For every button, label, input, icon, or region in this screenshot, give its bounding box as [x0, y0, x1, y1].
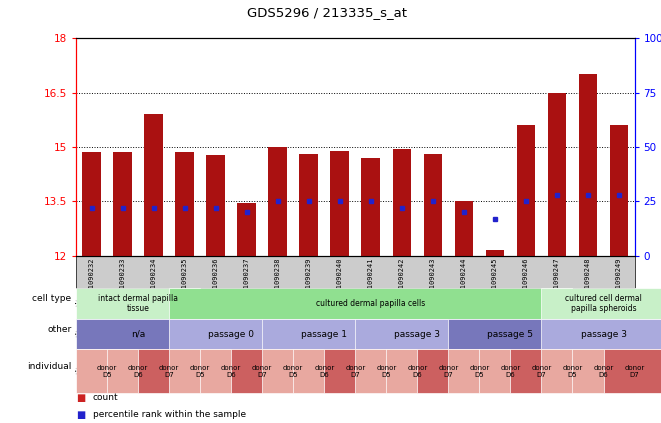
Text: donor
D6: donor D6	[128, 365, 148, 378]
Bar	[299, 154, 318, 256]
Bar	[82, 152, 101, 256]
Text: cultured dermal papilla cells: cultured dermal papilla cells	[316, 299, 426, 308]
Text: intact dermal papilla
tissue: intact dermal papilla tissue	[98, 294, 178, 313]
Bar	[517, 125, 535, 256]
Bar	[144, 114, 163, 256]
Text: donor
D5: donor D5	[190, 365, 210, 378]
Text: cell type: cell type	[32, 294, 71, 303]
Text: donor
D5: donor D5	[469, 365, 490, 378]
Text: donor
D7: donor D7	[438, 365, 459, 378]
Text: passage 5: passage 5	[487, 330, 533, 339]
Text: ■: ■	[76, 393, 85, 403]
Text: count: count	[93, 393, 118, 402]
Text: donor
D7: donor D7	[625, 365, 644, 378]
Bar	[206, 155, 225, 256]
Bar	[113, 152, 132, 256]
Text: n/a: n/a	[131, 330, 145, 339]
Text: individual: individual	[27, 362, 71, 371]
Text: donor
D6: donor D6	[221, 365, 241, 378]
Bar	[579, 74, 598, 256]
Bar	[268, 147, 287, 256]
Bar	[609, 125, 629, 256]
Text: donor
D5: donor D5	[563, 365, 582, 378]
Text: passage 0: passage 0	[208, 330, 254, 339]
Text: donor
D7: donor D7	[252, 365, 272, 378]
Bar	[362, 157, 380, 256]
Text: percentile rank within the sample: percentile rank within the sample	[93, 410, 246, 419]
Bar	[393, 149, 411, 256]
Text: donor
D6: donor D6	[500, 365, 521, 378]
Text: cultured cell dermal
papilla spheroids: cultured cell dermal papilla spheroids	[565, 294, 642, 313]
Bar	[237, 203, 256, 256]
Bar	[548, 93, 566, 256]
Text: passage 3: passage 3	[395, 330, 440, 339]
Text: donor
D5: donor D5	[97, 365, 117, 378]
Text: donor
D6: donor D6	[407, 365, 428, 378]
Text: donor
D6: donor D6	[594, 365, 613, 378]
Text: donor
D7: donor D7	[159, 365, 179, 378]
Text: donor
D6: donor D6	[314, 365, 334, 378]
Bar	[486, 250, 504, 256]
Text: other: other	[47, 324, 71, 334]
Text: GDS5296 / 213335_s_at: GDS5296 / 213335_s_at	[247, 6, 407, 19]
Bar	[424, 154, 442, 256]
Text: donor
D5: donor D5	[376, 365, 397, 378]
Bar	[175, 152, 194, 256]
Text: donor
D5: donor D5	[283, 365, 303, 378]
Text: passage 3: passage 3	[580, 330, 627, 339]
Text: ■: ■	[76, 409, 85, 420]
Bar	[330, 151, 349, 256]
Text: passage 1: passage 1	[301, 330, 347, 339]
Bar	[455, 201, 473, 256]
Text: donor
D7: donor D7	[531, 365, 551, 378]
Text: donor
D7: donor D7	[345, 365, 366, 378]
